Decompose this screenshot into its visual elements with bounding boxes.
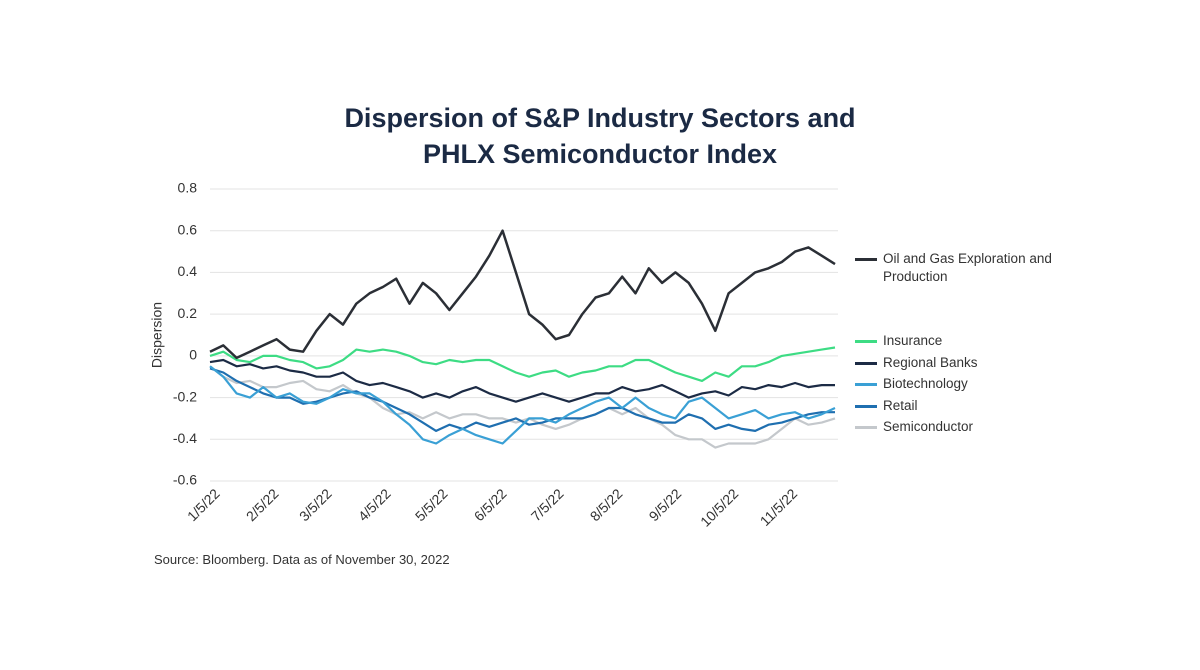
data-line <box>209 365 836 449</box>
legend-swatch <box>855 404 877 408</box>
legend-label: Semiconductor <box>883 419 974 434</box>
legend-label: Oil and Gas Exploration and Production <box>883 251 1052 284</box>
legend-entry: Retail <box>855 397 1055 415</box>
legend-entry: Regional Banks <box>855 354 1055 372</box>
legend-swatch <box>855 426 877 429</box>
x-tick-label: 2/5/22 <box>243 485 282 524</box>
legend-label: Regional Banks <box>883 354 978 370</box>
data-line <box>209 229 836 360</box>
legend-entry: Insurance <box>855 332 1055 350</box>
y-tick-label: -0.6 <box>173 472 197 488</box>
x-tick-label: 5/5/22 <box>412 485 451 524</box>
y-tick-label: 0.6 <box>178 221 198 237</box>
x-tick-label: 1/5/22 <box>184 485 223 524</box>
x-tick-label: 3/5/22 <box>296 485 335 524</box>
legend-label: Insurance <box>883 333 943 348</box>
legend-swatch <box>855 258 877 261</box>
y-axis-label: Dispersion <box>149 302 165 368</box>
legend-swatch <box>855 383 877 386</box>
y-tick-label: 0.4 <box>178 263 198 279</box>
x-tick-label: 4/5/22 <box>355 485 394 524</box>
x-tick-label: 10/5/22 <box>697 485 741 529</box>
legend-label: Retail <box>883 397 918 413</box>
legend: Oil and Gas Exploration and Production In… <box>855 250 1055 440</box>
source-note: Source: Bloomberg. Data as of November 3… <box>154 552 450 567</box>
data-line <box>209 358 835 403</box>
y-tick-label: -0.4 <box>173 430 197 446</box>
x-tick-label: 7/5/22 <box>528 485 567 524</box>
y-tick-label: 0.2 <box>178 305 198 321</box>
x-tick-label: 11/5/22 <box>757 485 801 529</box>
legend-swatch <box>855 340 877 343</box>
y-tick-label: 0.8 <box>178 180 198 196</box>
x-tick-label: 8/5/22 <box>587 485 626 524</box>
chart-title: Dispersion of S&P Industry Sectors and P… <box>344 103 856 169</box>
x-tick-label: 9/5/22 <box>646 485 685 524</box>
legend-entry: Semiconductor <box>855 418 1055 436</box>
legend-label: Biotechnology <box>883 376 968 391</box>
y-tick-label: 0 <box>189 347 197 363</box>
y-tick-label: -0.2 <box>173 388 197 404</box>
legend-swatch <box>855 361 877 365</box>
legend-entry: Oil and Gas Exploration and Production <box>855 250 1055 286</box>
data-line <box>209 346 836 382</box>
data-line <box>209 367 835 432</box>
legend-entry: Biotechnology <box>855 375 1055 393</box>
data-line <box>209 365 836 445</box>
x-tick-label: 6/5/22 <box>471 485 510 524</box>
